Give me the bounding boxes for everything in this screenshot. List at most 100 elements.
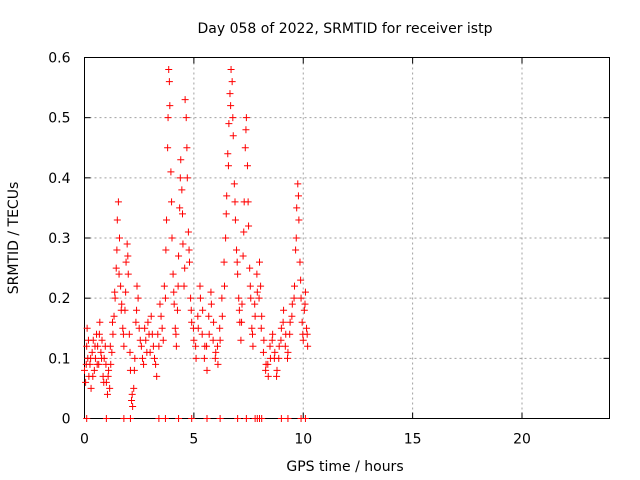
data-point	[242, 126, 250, 134]
data-point	[304, 342, 312, 350]
data-point	[175, 415, 183, 422]
data-point	[290, 294, 298, 302]
x-axis-label: GPS time / hours	[286, 459, 403, 475]
data-point	[225, 120, 233, 128]
data-point	[196, 282, 204, 290]
data-point	[230, 180, 238, 188]
data-point	[90, 366, 98, 374]
data-point	[258, 312, 266, 320]
data-point	[155, 415, 163, 422]
data-point	[149, 342, 157, 350]
data-point	[257, 324, 265, 332]
data-point	[281, 342, 289, 350]
y-tick-label: 0.4	[48, 171, 70, 187]
data-point	[114, 198, 122, 206]
data-point	[138, 354, 146, 362]
data-point	[182, 114, 190, 122]
data-point	[196, 294, 204, 302]
data-point	[262, 366, 270, 374]
data-point	[132, 318, 140, 326]
data-point	[198, 330, 206, 338]
data-point	[251, 312, 259, 320]
data-point	[117, 282, 125, 290]
data-point	[297, 294, 305, 302]
data-point	[296, 258, 304, 266]
data-point	[137, 342, 145, 350]
data-point	[106, 384, 114, 392]
data-point	[116, 234, 123, 242]
data-point	[273, 366, 281, 374]
data-point	[82, 360, 90, 368]
data-point	[98, 354, 106, 362]
data-point	[259, 348, 267, 356]
data-point	[171, 324, 179, 332]
data-point	[229, 114, 237, 122]
data-point	[188, 415, 196, 422]
data-point	[258, 415, 266, 422]
data-point	[203, 366, 211, 374]
data-point	[222, 234, 230, 242]
data-point	[301, 288, 309, 296]
data-point	[264, 360, 272, 368]
data-point	[83, 342, 91, 350]
data-point	[216, 324, 224, 332]
data-point	[83, 324, 91, 332]
data-point	[188, 318, 196, 326]
data-point	[97, 348, 105, 356]
data-point	[273, 372, 281, 380]
data-point	[183, 144, 191, 152]
data-point	[131, 354, 139, 362]
data-point	[298, 318, 306, 326]
data-point	[170, 300, 178, 308]
data-point	[203, 415, 211, 422]
data-point	[184, 228, 192, 236]
data-point	[187, 306, 195, 314]
data-point	[271, 348, 279, 356]
data-point	[84, 336, 92, 344]
data-point	[160, 282, 168, 290]
data-point	[103, 390, 111, 398]
data-point	[235, 294, 243, 302]
data-point	[183, 174, 191, 182]
data-point	[288, 312, 296, 320]
data-point	[179, 210, 186, 218]
data-point	[207, 300, 215, 308]
data-point	[246, 264, 254, 272]
data-point	[207, 288, 215, 296]
data-point	[242, 415, 250, 422]
data-point	[83, 415, 91, 422]
data-point	[119, 330, 127, 338]
data-point	[292, 246, 300, 254]
data-point	[212, 348, 220, 356]
data-point	[165, 78, 173, 86]
data-point	[224, 162, 232, 170]
data-point	[192, 342, 200, 350]
data-point	[176, 204, 184, 212]
data-point	[205, 312, 213, 320]
data-point	[237, 336, 245, 344]
data-point	[133, 306, 141, 314]
data-point	[105, 366, 113, 374]
data-point	[203, 342, 211, 350]
data-point	[299, 336, 307, 344]
data-point	[227, 66, 235, 74]
x-tick-label: 20	[513, 432, 531, 448]
data-point	[185, 246, 193, 254]
data-point	[266, 342, 274, 350]
data-point	[253, 270, 261, 278]
data-point	[106, 342, 114, 350]
data-point	[277, 324, 285, 332]
data-point	[192, 354, 200, 362]
data-point	[134, 294, 142, 302]
data-point	[122, 288, 130, 296]
x-tick-label: 10	[294, 432, 312, 448]
data-point	[109, 330, 117, 338]
data-point	[167, 168, 175, 176]
data-point	[151, 354, 158, 362]
data-point	[223, 192, 231, 200]
data-point	[165, 66, 173, 74]
data-point	[218, 312, 226, 320]
data-point	[234, 415, 242, 422]
data-point	[98, 336, 106, 344]
